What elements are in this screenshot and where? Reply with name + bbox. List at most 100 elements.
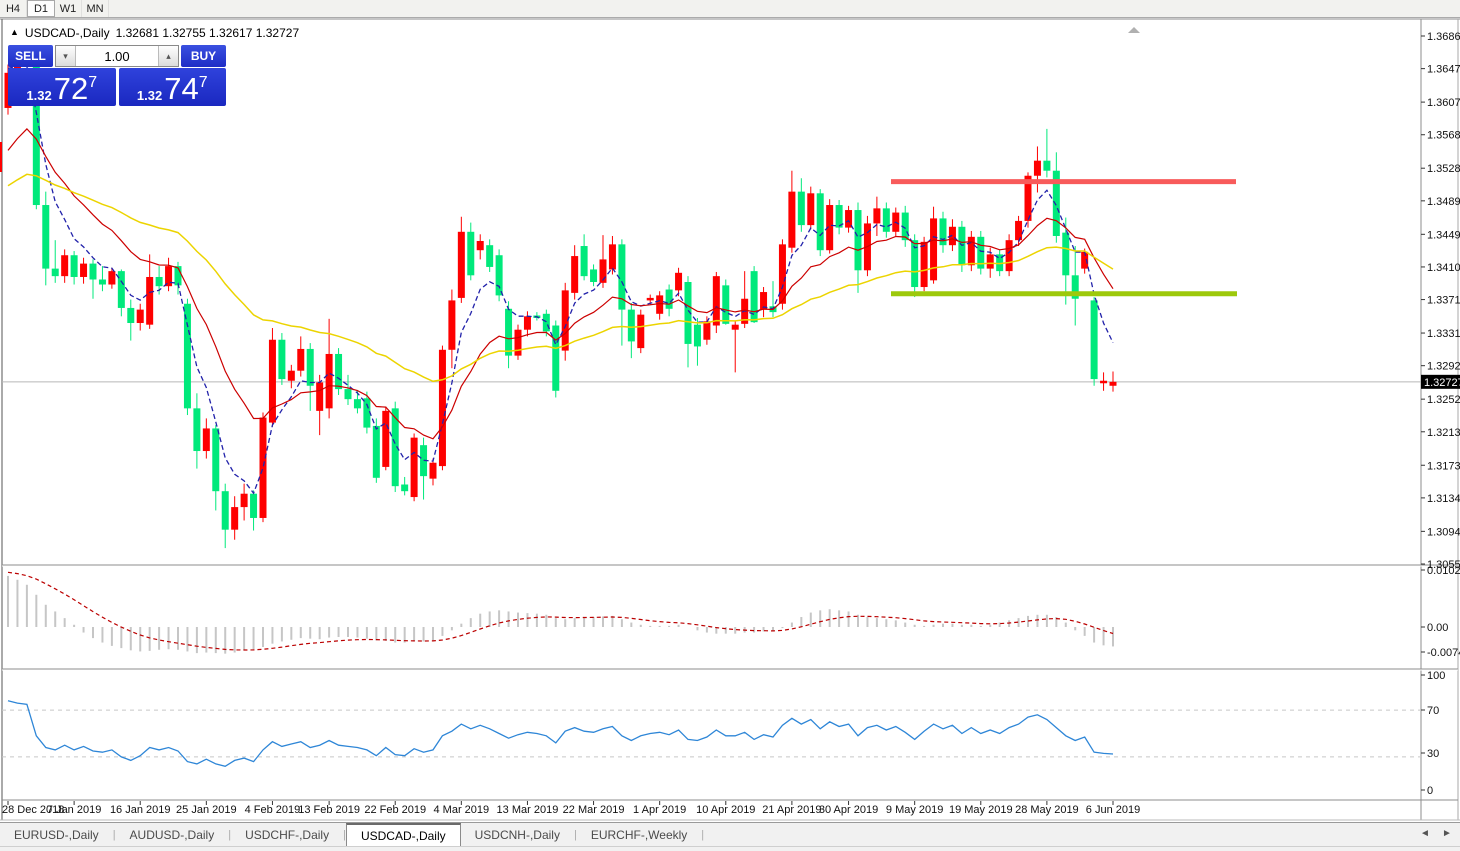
candle [750,271,758,323]
candle [335,353,343,390]
tab-separator: | [228,829,232,841]
price-axis-label: 1.33310 [1427,328,1460,340]
tab-scroll-left-button[interactable]: ◄ [1420,827,1430,839]
chart-ohlc-values: 1.32681 1.32755 1.32617 1.32727 [115,26,300,40]
date-axis-label: 30 Apr 2019 [819,804,878,816]
candle [1071,275,1079,299]
date-axis-label: 28 Dec 2018 [2,804,64,816]
price-axis-label: 1.31340 [1427,493,1460,505]
tab-separator: | [573,829,577,841]
candle [816,193,824,251]
date-axis-label: 28 May 2019 [1015,804,1079,816]
chart-tab-audusd[interactable]: AUDUSD-,Daily [129,828,215,842]
rsi-axis-label: 70 [1427,705,1439,717]
timeframe-button-w1[interactable]: W1 [55,0,82,17]
price-axis-label: 1.36070 [1427,97,1460,109]
date-axis-label: 10 Apr 2019 [696,804,755,816]
chart-background [0,18,1460,851]
candle [996,254,1004,272]
candle [514,329,522,356]
chevron-up-icon: ▴ [166,50,171,61]
rsi-axis-label: 100 [1427,670,1445,682]
sell-price-big: 72 [53,71,89,106]
chart-tab-eurusd[interactable]: EURUSD-,Daily [14,828,99,842]
candle [240,493,248,508]
price-axis-label: 1.35680 [1427,130,1460,142]
date-axis-label: 13 Mar 2019 [497,804,559,816]
candle [316,382,324,411]
buy-price-box[interactable]: 1.32 74 7 [118,68,226,106]
candle [608,244,616,270]
date-axis-label: 13 Feb 2019 [298,804,360,816]
date-axis-label: 4 Feb 2019 [245,804,301,816]
candle [656,295,664,314]
date-axis-label: 4 Mar 2019 [434,804,490,816]
candle [637,314,645,349]
sell-button[interactable]: SELL [8,45,53,67]
buy-price-sup: 7 [198,74,208,91]
timeframe-toolbar: H4 D1 W1 MN [0,0,1460,18]
candle [391,408,399,487]
chart-tab-eurchf[interactable]: EURCHF-,Weekly [590,828,688,842]
candle [618,244,626,310]
volume-input[interactable]: 1.00 [104,48,130,64]
candle [882,208,890,232]
candle [1033,160,1041,176]
candle [561,290,569,351]
candle [1090,300,1098,380]
candle [136,309,144,324]
chart-tab-usdchf[interactable]: USDCHF-,Daily [245,828,330,842]
one-click-trading-panel: SELL ▾ 1.00 ▴ BUY 1.32 72 7 1.32 74 7 [8,45,226,106]
date-axis-label: 1 Apr 2019 [633,804,686,816]
candle [155,276,163,287]
candle [363,398,371,428]
rsi-axis-label: 30 [1427,748,1439,760]
candle [760,292,768,310]
chart-symbol-label: USDCAD-,Daily [24,26,110,40]
candle [344,389,352,400]
candle [873,208,881,224]
candle [939,218,947,246]
price-axis-label: 1.30550 [1427,559,1460,571]
candle [486,245,494,267]
chevron-down-icon: ▾ [63,50,68,61]
macd-axis-label: 0.00 [1427,622,1448,634]
clipped-candle [0,142,2,172]
timeframe-button-h4[interactable]: H4 [0,0,27,17]
price-axis-label: 1.35280 [1427,163,1460,175]
collapse-triangle-icon[interactable]: ▲ [10,27,19,37]
candle [476,241,484,251]
candle [457,231,465,298]
macd-axis-label: -0.007473 [1427,647,1460,659]
sell-price-box[interactable]: 1.32 72 7 [8,68,116,106]
candle [98,279,106,285]
candle [665,289,673,309]
date-axis-label: 19 May 2019 [949,804,1013,816]
candle [552,325,560,391]
candle [146,276,154,325]
candle [1005,240,1013,272]
volume-increase-button[interactable]: ▴ [158,46,178,66]
candle [1062,232,1070,276]
price-axis-label: 1.34490 [1427,229,1460,241]
chart-shift-marker-icon[interactable] [1128,27,1140,33]
buy-button[interactable]: BUY [181,45,226,67]
status-bar-edge [0,846,1460,851]
timeframe-button-d1[interactable]: D1 [27,0,55,17]
candle [712,276,720,326]
chart-tab-usdcad[interactable]: USDCAD-,Daily [345,823,461,847]
chart-tab-usdcnh[interactable]: USDCNH-,Daily [474,828,560,842]
candle [61,255,69,277]
volume-decrease-button[interactable]: ▾ [56,46,76,66]
bid-price-badge-text: 1.32727 [1424,377,1460,389]
candle [684,282,692,344]
volume-spinner: ▾ 1.00 ▴ [55,45,179,67]
candle [325,353,333,409]
timeframe-button-mn[interactable]: MN [82,0,109,17]
candle [165,266,173,287]
tab-separator: | [701,829,705,841]
candle [599,259,607,283]
tab-scroll-right-button[interactable]: ► [1442,827,1452,839]
candle [845,210,853,228]
